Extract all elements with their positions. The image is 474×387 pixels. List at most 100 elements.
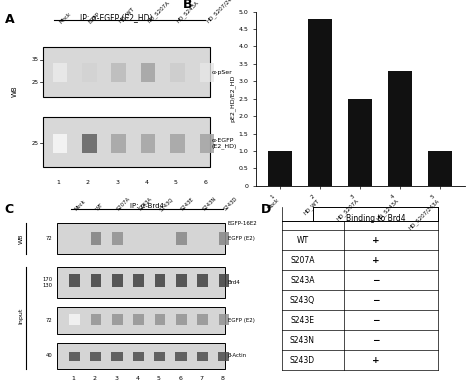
Text: α-EGFP
(E2_HD): α-EGFP (E2_HD): [212, 138, 237, 149]
Bar: [268, 151, 292, 186]
FancyBboxPatch shape: [57, 267, 225, 298]
Text: −: −: [372, 296, 379, 305]
Text: S243D: S243D: [223, 196, 238, 212]
Text: EGFP-16E2: EGFP-16E2: [228, 221, 257, 226]
FancyBboxPatch shape: [141, 63, 155, 82]
Text: 170
130: 170 130: [42, 277, 52, 288]
FancyBboxPatch shape: [69, 352, 80, 361]
Text: D: D: [261, 203, 271, 216]
FancyBboxPatch shape: [43, 117, 210, 168]
Text: 2: 2: [86, 180, 90, 185]
Bar: [308, 19, 332, 186]
Text: Binding to Brd4: Binding to Brd4: [346, 214, 405, 223]
FancyBboxPatch shape: [197, 314, 208, 325]
Text: WB: WB: [11, 86, 18, 97]
FancyBboxPatch shape: [170, 134, 185, 152]
FancyBboxPatch shape: [57, 307, 225, 334]
Text: Mock: Mock: [73, 199, 87, 212]
Text: WB: WB: [19, 233, 24, 244]
Text: S243N: S243N: [290, 336, 315, 345]
Text: 5: 5: [174, 180, 178, 185]
FancyBboxPatch shape: [91, 274, 101, 287]
Text: B: B: [183, 0, 192, 11]
Text: S243Q: S243Q: [159, 196, 174, 212]
FancyBboxPatch shape: [53, 134, 67, 152]
FancyBboxPatch shape: [176, 274, 186, 287]
FancyBboxPatch shape: [154, 352, 165, 361]
Text: EGFP (E2): EGFP (E2): [228, 236, 255, 241]
FancyBboxPatch shape: [170, 63, 185, 82]
Text: 72: 72: [46, 236, 52, 241]
FancyBboxPatch shape: [133, 314, 144, 325]
Text: +: +: [372, 356, 379, 365]
Text: 25: 25: [31, 141, 38, 146]
FancyBboxPatch shape: [82, 63, 97, 82]
Text: 6: 6: [203, 180, 207, 185]
Text: C: C: [5, 203, 14, 216]
Text: S243E: S243E: [291, 316, 314, 325]
Text: HD_WT: HD_WT: [117, 6, 135, 24]
Text: Mock: Mock: [58, 11, 72, 24]
FancyBboxPatch shape: [133, 352, 144, 361]
FancyBboxPatch shape: [111, 63, 126, 82]
Text: EGFP: EGFP: [88, 11, 101, 24]
Bar: [428, 151, 453, 186]
Text: IP: α-Brd4: IP: α-Brd4: [130, 203, 164, 209]
Text: HD_S207A: HD_S207A: [146, 0, 171, 24]
Text: 40: 40: [46, 353, 52, 358]
Text: HD_S243A: HD_S243A: [176, 0, 201, 24]
FancyBboxPatch shape: [218, 352, 229, 361]
FancyBboxPatch shape: [90, 352, 101, 361]
FancyBboxPatch shape: [200, 63, 214, 82]
Text: HD_S207/243A: HD_S207/243A: [205, 0, 238, 24]
FancyBboxPatch shape: [57, 343, 225, 368]
Text: 3: 3: [115, 180, 119, 185]
Text: 4: 4: [136, 376, 139, 381]
FancyBboxPatch shape: [112, 274, 122, 287]
Bar: [348, 99, 372, 186]
Text: WT: WT: [95, 203, 104, 212]
FancyBboxPatch shape: [69, 314, 80, 325]
Text: 6: 6: [178, 376, 182, 381]
Text: S243A: S243A: [290, 276, 315, 285]
Text: −: −: [372, 316, 379, 325]
Text: WT: WT: [296, 236, 309, 245]
Text: 25: 25: [31, 80, 38, 84]
Text: 2: 2: [93, 376, 97, 381]
FancyBboxPatch shape: [69, 274, 80, 287]
FancyBboxPatch shape: [197, 352, 208, 361]
FancyBboxPatch shape: [91, 232, 101, 245]
FancyBboxPatch shape: [57, 223, 225, 254]
Text: 5: 5: [157, 376, 161, 381]
FancyBboxPatch shape: [111, 134, 126, 152]
Text: 35: 35: [31, 57, 38, 62]
Text: S243E: S243E: [180, 197, 195, 212]
Text: S207A: S207A: [116, 197, 132, 212]
FancyBboxPatch shape: [176, 232, 186, 245]
Text: 7: 7: [200, 376, 203, 381]
Text: S243D: S243D: [290, 356, 315, 365]
Text: −: −: [372, 336, 379, 345]
Text: +: +: [372, 256, 379, 265]
Text: −: −: [372, 276, 379, 285]
Text: EGFP (E2): EGFP (E2): [228, 318, 255, 323]
Text: 8: 8: [221, 376, 225, 381]
FancyBboxPatch shape: [155, 314, 165, 325]
FancyBboxPatch shape: [53, 63, 67, 82]
FancyBboxPatch shape: [219, 274, 229, 287]
Text: 3: 3: [114, 376, 118, 381]
Text: S243Q: S243Q: [290, 296, 315, 305]
Text: β-Actin: β-Actin: [228, 353, 246, 358]
FancyBboxPatch shape: [91, 314, 101, 325]
Text: S207A: S207A: [290, 256, 315, 265]
Bar: [388, 71, 412, 186]
Text: S243A: S243A: [137, 197, 153, 212]
Text: α-pSer: α-pSer: [212, 70, 233, 75]
FancyBboxPatch shape: [197, 274, 208, 287]
Text: 1: 1: [72, 376, 75, 381]
Text: 72: 72: [46, 318, 52, 323]
FancyBboxPatch shape: [112, 314, 122, 325]
Y-axis label: pE2_HD/E2_HD: pE2_HD/E2_HD: [230, 75, 236, 122]
Text: A: A: [5, 13, 14, 26]
FancyBboxPatch shape: [155, 274, 165, 287]
